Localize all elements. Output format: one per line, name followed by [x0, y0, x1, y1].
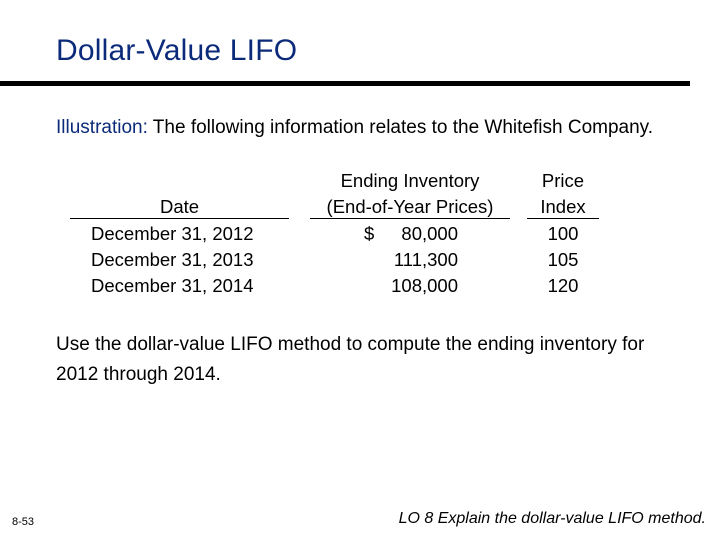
header-date: Date [159, 196, 200, 217]
instruction-text: Use the dollar-value LIFO method to comp… [56, 334, 645, 385]
row-date: December 31, 2012 [91, 223, 254, 244]
row-date: December 31, 2013 [91, 249, 254, 270]
header-inventory-line2: (End-of-Year Prices) [326, 196, 494, 217]
header-underline-date [70, 218, 289, 219]
row-date: December 31, 2014 [91, 275, 254, 296]
illustration-label: Illustration: [56, 117, 148, 138]
row-index: 100 [547, 223, 579, 244]
intro-paragraph: Illustration: The following information … [56, 114, 676, 142]
row-inventory: 108,000 [391, 275, 458, 296]
row-index: 105 [547, 249, 579, 270]
title-divider [0, 81, 690, 86]
learning-objective: LO 8 Explain the dollar-value LIFO metho… [398, 510, 706, 527]
row-index: 120 [547, 275, 579, 296]
slide-number: 8-53 [12, 516, 35, 528]
header-price-line1: Price [541, 170, 585, 191]
header-inventory-line1: Ending Inventory [340, 170, 480, 191]
row-inventory: 80,000 [401, 223, 458, 244]
row-currency: $ [364, 223, 375, 244]
intro-text: The following information relates to the… [147, 117, 654, 138]
header-underline-inventory [310, 218, 510, 219]
header-price-line2: Index [540, 196, 586, 217]
row-inventory: 111,300 [393, 249, 458, 270]
header-underline-price [527, 218, 599, 219]
slide-title: Dollar-Value LIFO [56, 34, 298, 67]
